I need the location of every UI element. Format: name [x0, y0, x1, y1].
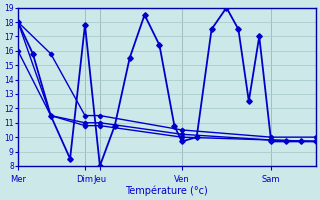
X-axis label: Température (°c): Température (°c) — [125, 185, 208, 196]
